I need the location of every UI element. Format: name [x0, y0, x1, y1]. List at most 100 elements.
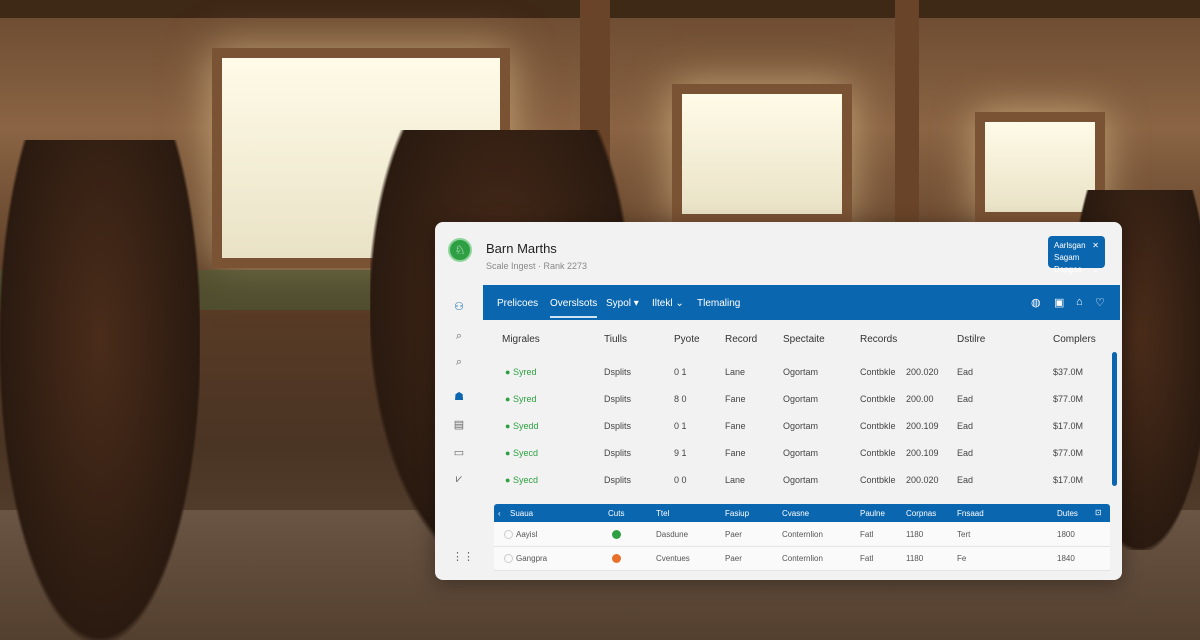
- cell: Fane: [725, 421, 746, 431]
- search-icon[interactable]: ⌕: [455, 330, 463, 342]
- cell: 9 1: [674, 448, 687, 458]
- account-menu[interactable]: Aarlsgan ✕ Sagam Dapgas ⌄: [1048, 236, 1105, 274]
- cell: 8 0: [674, 394, 687, 404]
- row-radio[interactable]: [504, 530, 513, 539]
- col-header[interactable]: Records: [860, 334, 898, 345]
- table-cell: Syred: [512, 367, 537, 377]
- inbox-icon[interactable]: ▭: [453, 447, 465, 459]
- grid-icon[interactable]: ⋮⋮: [452, 551, 474, 563]
- cell: 200.020: [906, 475, 939, 485]
- cell: Dsplits: [604, 448, 631, 458]
- search-icon[interactable]: ⌕: [455, 356, 463, 368]
- table-cell: Contbkle: [860, 475, 896, 485]
- subtable-col-header[interactable]: Suaua: [510, 509, 534, 518]
- table-cell: Ogortam: [783, 448, 819, 458]
- table-cell: Lane: [725, 367, 746, 377]
- col-header[interactable]: Migrales: [502, 334, 540, 345]
- row-name: Aayisl: [516, 530, 538, 539]
- cell: Ead: [957, 448, 973, 458]
- cell: 200.109: [906, 448, 939, 458]
- table-cell: 200.109: [906, 421, 939, 431]
- globe-icon[interactable]: ◍: [1031, 297, 1041, 309]
- cell: $17.0M: [1053, 421, 1083, 431]
- tab-tlemaling[interactable]: Tlemaling: [697, 298, 741, 309]
- subtable-cell: Conternlion: [782, 554, 823, 563]
- lock-icon[interactable]: ⌂: [1076, 296, 1083, 308]
- cell: 0 1: [674, 367, 687, 377]
- table-cell: Dsplits: [604, 394, 632, 404]
- cell: $17.0M: [1053, 475, 1083, 485]
- user-icon[interactable]: ☗: [454, 391, 464, 403]
- row-radio[interactable]: [504, 554, 513, 563]
- subtable-col-header[interactable]: Paulne: [860, 509, 885, 518]
- cell: ● Syred: [505, 394, 536, 404]
- table-cell: Fane: [725, 394, 746, 404]
- cell: $37.0M: [1053, 367, 1083, 377]
- check-circle-icon: ●: [505, 475, 513, 485]
- close-icon[interactable]: ✕: [1092, 241, 1099, 250]
- cell: Contbkle: [860, 367, 896, 377]
- table-cell: $37.0M: [1053, 367, 1084, 377]
- scrollbar[interactable]: [1112, 352, 1117, 486]
- subtable-col-header[interactable]: Fnsaad: [957, 509, 984, 518]
- tab-sypol[interactable]: Sypol ▾: [606, 298, 639, 309]
- subtable-cell: 1800: [1057, 530, 1075, 539]
- table-cell: Ogortam: [783, 394, 819, 404]
- tab-iltekl[interactable]: Iltekl ⌄: [652, 298, 684, 309]
- cell: Ead: [957, 421, 973, 431]
- table-cell: 200.020: [906, 367, 939, 377]
- table-cell: Fane: [725, 421, 746, 431]
- subtable-row[interactable]: Gangpra Cventues Paer Conternlion Fatl 1180 Fe…: [494, 547, 1110, 571]
- check-circle-icon: ●: [505, 367, 513, 377]
- tab-prelicoes[interactable]: Prelicoes: [497, 298, 539, 309]
- col-header[interactable]: Pyote: [674, 334, 700, 345]
- cell: Lane: [725, 475, 745, 485]
- table-cell: Syedd: [512, 421, 539, 431]
- cell: 200.109: [906, 421, 939, 431]
- table-cell: Dsplits: [604, 475, 632, 485]
- subtable-cell: Dasdune: [656, 530, 689, 539]
- table-cell: 200.020: [906, 475, 939, 485]
- subtable-col-header[interactable]: Cvasne: [782, 509, 810, 518]
- table-cell: 0 0: [674, 475, 687, 485]
- subtable-cell: 1180: [906, 554, 924, 563]
- cell: 200.020: [906, 367, 939, 377]
- document-icon[interactable]: ▤: [453, 419, 465, 431]
- col-header[interactable]: Record: [725, 334, 758, 345]
- table-cell: Dsplits: [604, 448, 632, 458]
- row-name: Gangpra: [516, 554, 548, 563]
- subtable-col-header[interactable]: Corpnas: [906, 509, 937, 518]
- table-cell: 200.00: [906, 394, 934, 404]
- table-cell: Dsplits: [604, 367, 632, 377]
- cell: ● Syred: [505, 367, 536, 377]
- col-header[interactable]: Complers: [1053, 334, 1096, 345]
- table-cell: 9 1: [674, 448, 687, 458]
- tab-overslsots[interactable]: Overslsots: [550, 298, 598, 318]
- users-icon[interactable]: ⚇: [454, 301, 464, 313]
- bookmark-icon[interactable]: ▣: [1054, 297, 1065, 309]
- col-header[interactable]: Spectaite: [783, 334, 825, 345]
- table-cell: Syred: [512, 394, 537, 404]
- col-header[interactable]: Dstilre: [957, 334, 986, 345]
- cell: Ogortam: [783, 448, 818, 458]
- cell: Contbkle: [860, 394, 896, 404]
- cell: Contbkle: [860, 448, 896, 458]
- col-header[interactable]: Tiulls: [604, 334, 627, 345]
- table-cell: Contbkle: [860, 421, 896, 431]
- heart-icon[interactable]: ♡: [1095, 297, 1105, 309]
- subtable-col-header[interactable]: Ttel: [656, 509, 670, 518]
- cell: 0 0: [674, 475, 687, 485]
- subtable-col-header[interactable]: Cuts: [608, 509, 625, 518]
- cell: 200.00: [906, 394, 934, 404]
- table-cell: Contbkle: [860, 448, 896, 458]
- subtable-row[interactable]: Aayisl Dasdune Paer Conternlion Fatl 1180 Tert…: [494, 523, 1110, 547]
- subtable-col-header[interactable]: Fasiup: [725, 509, 750, 518]
- expand-icon[interactable]: ⊡: [1095, 508, 1102, 517]
- sidebar: ⚇ ⌕ ⌕ ☗ ▤ ▭ ⩗ ⋮⋮: [435, 282, 483, 580]
- account-name: Aarlsgan: [1054, 241, 1086, 250]
- check-circle-icon: ●: [505, 448, 513, 458]
- chevron-down-icon[interactable]: ⌄: [1092, 265, 1099, 274]
- back-chevron-icon[interactable]: ‹: [498, 509, 501, 518]
- chart-icon[interactable]: ⩗: [455, 473, 463, 485]
- subtable-col-header[interactable]: Dutes: [1057, 509, 1078, 518]
